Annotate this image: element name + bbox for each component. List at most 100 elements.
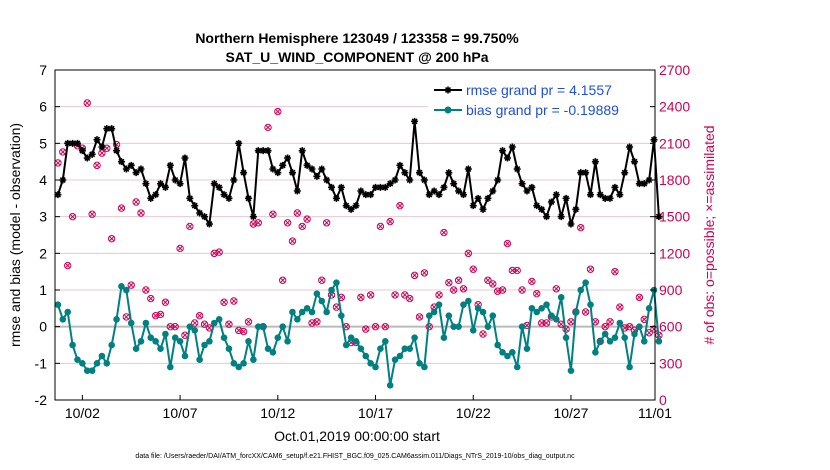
obs-count-point [137,209,145,217]
bias-point [557,294,565,301]
obs-possible-marker [230,297,238,305]
bias-point [484,323,492,330]
rmse-point [645,176,653,184]
y-tick-label: -1 [35,355,48,371]
obs-possible-marker [186,222,194,231]
obs-assimilated-marker [441,230,447,236]
rmse-point [284,154,292,162]
obs-possible-marker [625,322,634,331]
obs-assimilated-marker [304,216,310,222]
obs-assimilated-marker [456,277,462,283]
obs-possible-marker [239,327,248,336]
obs-count-point [635,293,644,302]
bias-point [171,334,179,341]
bias-point [147,334,155,341]
rmse-point [279,161,287,169]
obs-possible-marker [401,291,409,299]
obs-possible-marker [274,107,282,116]
obs-possible-marker [386,217,394,226]
rmse-point [577,169,585,177]
rmse-point [191,202,199,210]
rmse-point [196,209,204,217]
obs-assimilated-marker [387,219,393,225]
obs-count-point [616,303,624,311]
bias-point [582,279,589,286]
rmse-point [494,176,502,184]
rmse-point [455,187,463,195]
bias-point [401,345,409,352]
rmse-point [464,165,472,173]
bias-point [118,283,125,290]
obs-assimilated-marker [89,211,95,217]
bias-point [240,360,247,367]
obs-assimilated-marker [392,292,398,298]
obs-count-point [415,313,424,321]
obs-assimilated-marker [123,314,129,320]
obs-assimilated-marker [568,319,574,325]
obs-assimilated-marker [514,267,520,273]
obs-assimilated-marker [607,319,613,325]
rmse-point [362,191,370,199]
obs-count-point [518,286,526,294]
bias-point [220,334,228,341]
obs-possible-marker [420,269,429,277]
obs-assimilated-marker [558,321,564,327]
bias-point [499,349,506,356]
bias-point [621,334,629,341]
obs-possible-marker [107,234,116,243]
obs-assimilated-marker [377,223,383,229]
obs-possible-marker [264,123,272,132]
obs-count-point [191,319,199,327]
rmse-point [54,191,62,199]
bias-point [103,360,111,367]
obs-count-point [410,271,419,280]
rmse-point [391,176,399,184]
bias-point [391,356,399,363]
rmse-point [78,147,86,155]
obs-assimilated-marker [363,326,369,332]
obs-count-markers [54,99,663,347]
y-right-tick-label: 2100 [659,135,690,151]
obs-assimilated-marker [407,296,413,302]
obs-possible-marker [406,294,414,303]
obs-possible-marker [454,276,463,284]
bias-point [553,316,560,323]
rmse-point [64,139,72,147]
obs-count-point [381,322,389,331]
obs-assimilated-marker [109,236,115,242]
y-axis-right-label: # of obs: o=possible; ×=assimilated [701,125,717,344]
obs-possible-marker [225,320,233,328]
y-tick-label: 6 [39,99,47,115]
obs-count-point [606,318,614,326]
rmse-point [484,194,492,202]
obs-assimilated-marker [138,210,144,216]
y-right-tick-label: 900 [659,282,683,298]
bias-point [655,338,663,345]
obs-assimilated-marker [201,321,208,327]
rmse-point [601,194,609,202]
bias-point [513,363,521,371]
obs-count-point [362,325,370,333]
obs-count-point [318,276,326,284]
obs-assimilated-marker [65,263,71,269]
obs-possible-marker [191,319,199,327]
obs-possible-marker [322,219,331,227]
obs-count-point [156,310,165,319]
rmse-point [596,191,604,199]
obs-assimilated-marker [148,296,154,302]
obs-count-point [200,320,209,328]
obs-possible-marker [137,209,145,217]
bias-point [230,360,238,367]
obs-assimilated-marker [70,214,76,220]
obs-assimilated-marker [192,320,198,326]
bias-point [406,345,414,352]
rmse-point [440,183,448,191]
obs-assimilated-marker [402,292,408,298]
obs-count-point [449,286,458,294]
bias-point [596,338,604,345]
bias-point [196,356,203,363]
bias-point [176,338,184,345]
obs-assimilated-marker [524,322,530,328]
obs-assimilated-marker [231,298,237,304]
bias-point [279,323,286,330]
